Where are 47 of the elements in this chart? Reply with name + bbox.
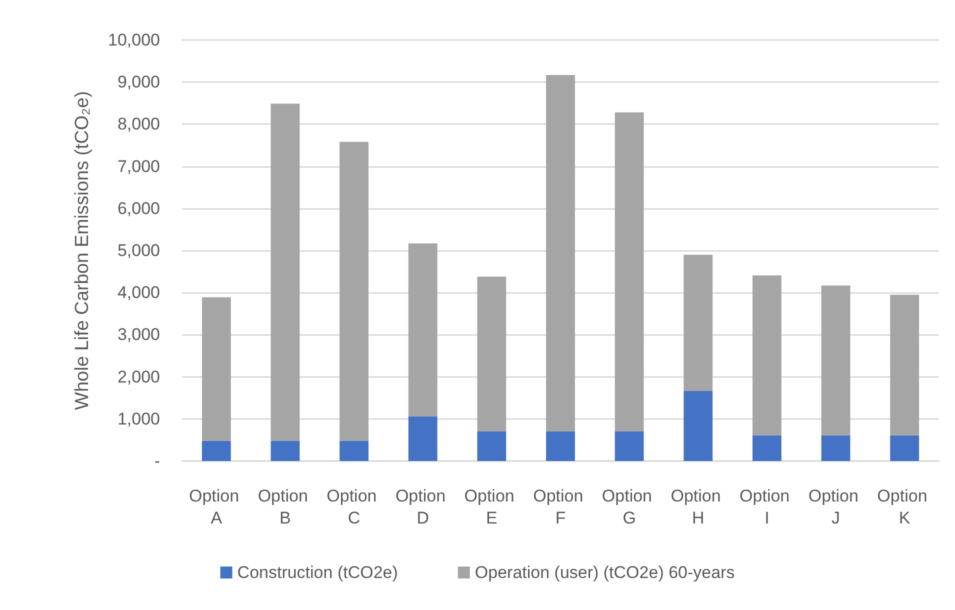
bar <box>752 275 782 436</box>
x-tick-label: Option I <box>740 486 794 528</box>
x-tick-label: Option G <box>602 486 657 528</box>
y-tick-label: - <box>154 452 160 470</box>
x-tick-label: Option A <box>189 486 244 528</box>
bar <box>202 440 231 461</box>
bar <box>340 440 368 461</box>
legend-label: Operation (user) (tCO2e) 60-years <box>474 563 735 582</box>
bar <box>614 432 644 461</box>
y-axis-title: Whole Life Carbon Emissions (tCO₂e) <box>72 91 93 410</box>
y-tick-label: 10,000 <box>108 30 160 50</box>
x-tick-label: Option F <box>533 486 588 528</box>
x-tick-label: Option D <box>395 486 450 528</box>
bar <box>684 254 713 391</box>
bar <box>890 294 920 436</box>
bar <box>408 243 438 416</box>
y-tick-label: 8,000 <box>117 114 160 134</box>
bar <box>546 74 575 432</box>
y-tick-label: 4,000 <box>117 283 160 302</box>
bar <box>340 142 368 441</box>
y-tick-label: 2,000 <box>117 367 160 386</box>
bar <box>821 435 850 461</box>
bar <box>890 435 920 461</box>
legend-label: Construction (tCO2e) <box>237 563 398 582</box>
bar <box>270 104 300 441</box>
bar <box>684 390 713 461</box>
y-tick-label: 7,000 <box>117 156 160 176</box>
x-tick-label: Option J <box>808 486 864 528</box>
y-tick-label: 3,000 <box>117 325 160 344</box>
x-tick-label: Option K <box>877 486 932 528</box>
bar <box>477 432 506 461</box>
bar <box>614 112 644 432</box>
y-tick-label: 1,000 <box>117 409 160 428</box>
x-tick-label: Option E <box>464 486 520 528</box>
x-tick-label: Option B <box>258 486 313 528</box>
x-tick-label: Option C <box>326 486 382 528</box>
bar <box>752 435 782 461</box>
bar <box>408 416 438 461</box>
bar <box>546 432 575 461</box>
bar <box>202 297 231 441</box>
bar <box>821 285 850 436</box>
bar <box>270 440 300 461</box>
y-tick-label: 9,000 <box>117 72 160 92</box>
y-tick-label: 5,000 <box>117 241 160 260</box>
y-tick-label: 6,000 <box>117 198 160 218</box>
x-tick-label: Option H <box>670 486 726 528</box>
bar <box>477 276 506 432</box>
